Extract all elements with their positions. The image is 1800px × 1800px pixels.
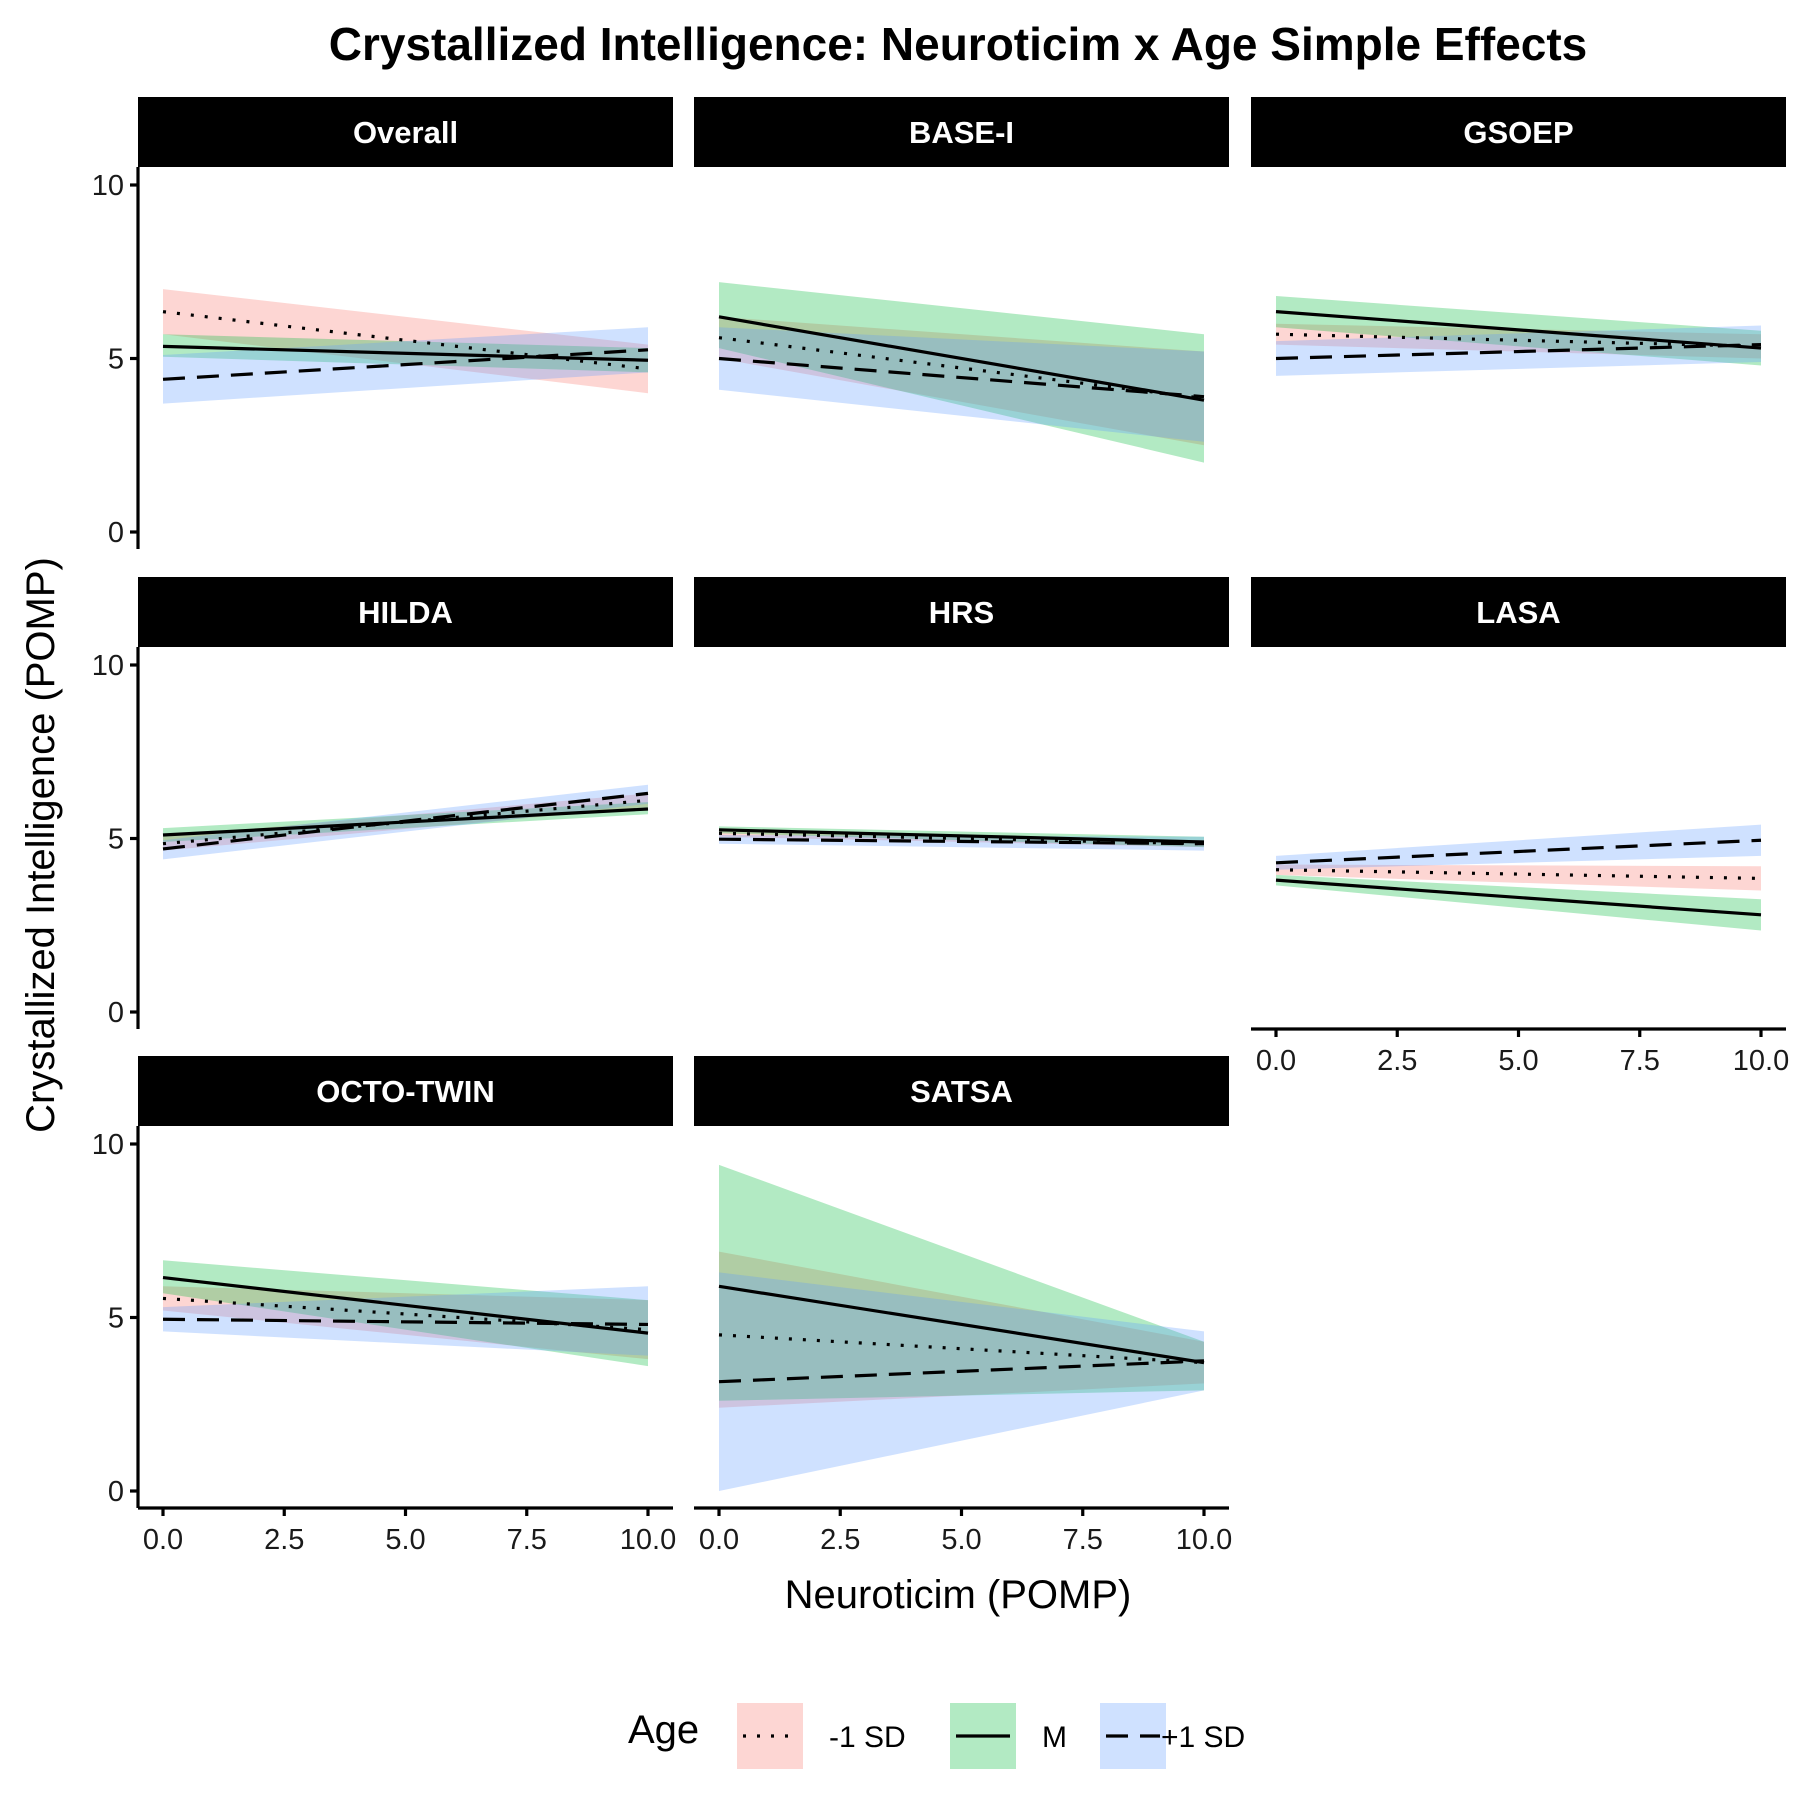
- strip-octo-twin: [138, 1056, 673, 1126]
- line-base-i--1-sd: [718, 336, 1205, 400]
- y-tick-label-overall: 5: [108, 344, 124, 376]
- legend-label-m: M: [1042, 1721, 1067, 1754]
- strip-label-hilda: HILDA: [358, 595, 453, 630]
- legend-title: Age: [628, 1708, 699, 1752]
- y-tick-label-overall: 0: [108, 517, 124, 549]
- legend-swatch--1-sd: [737, 1703, 803, 1769]
- line-satsa--1-sd: [718, 1359, 1205, 1384]
- strip-label-satsa: SATSA: [910, 1074, 1013, 1109]
- strip-hrs: [694, 577, 1229, 647]
- strip-hilda: [138, 577, 673, 647]
- ribbon-overall--1-sd: [163, 289, 648, 394]
- line-lasa--1-sd: [1275, 838, 1762, 865]
- ribbon-satsa--1-sd: [719, 1251, 1204, 1408]
- legend-key-m: M: [950, 1703, 1067, 1769]
- legend-key--1-sd: +1 SD: [1100, 1703, 1245, 1769]
- line-hilda--1-sd: [162, 791, 649, 851]
- ribbon-base-i-m: [719, 282, 1204, 463]
- strip-gsoep: [1251, 97, 1786, 167]
- ribbon-satsa--1-sd: [719, 1272, 1204, 1491]
- panel-gsoep: GSOEP: [1251, 97, 1786, 376]
- strip-base-i: [694, 97, 1229, 167]
- ribbon-octo-twin-m: [163, 1260, 648, 1367]
- x-tick-label-octo-twin: 10.0: [620, 1524, 676, 1556]
- strip-lasa: [1251, 577, 1786, 647]
- x-tick-label-lasa: 5.0: [1498, 1045, 1538, 1077]
- x-tick-label-lasa: 10.0: [1733, 1045, 1789, 1077]
- x-tick-label-satsa: 10.0: [1176, 1524, 1232, 1556]
- x-tick-label-lasa: 7.5: [1620, 1045, 1660, 1077]
- ribbon-lasa--1-sd: [1276, 864, 1761, 891]
- line-overall--1-sd: [162, 348, 649, 381]
- line-gsoep-m: [1275, 310, 1762, 350]
- line-satsa-m: [718, 1284, 1205, 1365]
- legend-label--1-sd: +1 SD: [1161, 1721, 1245, 1754]
- x-tick-label-lasa: 0.0: [1256, 1045, 1296, 1077]
- ribbon-gsoep--1-sd: [1276, 323, 1761, 359]
- legend-key--1-sd: -1 SD: [737, 1703, 906, 1769]
- line-base-i--1-sd: [718, 356, 1205, 399]
- y-tick-label-overall: 10: [92, 170, 124, 202]
- x-tick-label-satsa: 0.0: [699, 1524, 739, 1556]
- ribbon-base-i--1-sd: [719, 327, 1204, 442]
- y-tick-label-octo-twin: 5: [108, 1303, 124, 1335]
- y-tick-label-hilda: 5: [108, 824, 124, 856]
- ribbon-lasa--1-sd: [1276, 824, 1761, 870]
- legend: Age -1 SD M +1 SD: [628, 1703, 1245, 1769]
- line-octo-twin--1-sd: [162, 1317, 649, 1327]
- x-tick-label-octo-twin: 7.5: [507, 1524, 547, 1556]
- strip-label-octo-twin: OCTO-TWIN: [316, 1074, 495, 1109]
- x-tick-label-satsa: 2.5: [820, 1524, 860, 1556]
- strip-label-lasa: LASA: [1476, 595, 1560, 630]
- panel-overall: Overall 0 5 10: [92, 97, 673, 549]
- panel-satsa: SATSA 0.0 2.5 5.0 7.5 10.0: [694, 1056, 1232, 1556]
- x-tick-label-octo-twin: 2.5: [264, 1524, 304, 1556]
- x-tick-label-octo-twin: 0.0: [143, 1524, 183, 1556]
- line-lasa-m: [1275, 878, 1762, 917]
- line-hrs-m: [718, 828, 1205, 844]
- ribbon-base-i--1-sd: [719, 316, 1204, 446]
- y-tick-label-hilda: 0: [108, 997, 124, 1029]
- x-tick-label-satsa: 5.0: [941, 1524, 981, 1556]
- panel-base-i: BASE-I: [694, 97, 1229, 463]
- line-overall-m: [162, 344, 649, 362]
- strip-label-overall: Overall: [353, 115, 458, 150]
- x-tick-label-satsa: 7.5: [1063, 1524, 1103, 1556]
- line-base-i-m: [718, 315, 1205, 402]
- chart-title: Crystallized Intelligence: Neuroticim x …: [329, 18, 1588, 70]
- panel-lasa: LASA 0.0 2.5 5.0 7.5 10.0: [1251, 577, 1789, 1077]
- strip-label-base-i: BASE-I: [909, 115, 1014, 150]
- panel-hilda: HILDA 0 5 10: [92, 577, 673, 1029]
- facet-panels: Overall 0 5 10 BASE-I GSOEP HILDA 0 5 10 HRS LASA 0.…: [92, 97, 1789, 1556]
- x-tick-label-octo-twin: 5.0: [385, 1524, 425, 1556]
- y-axis-title: Crystallized Intelligence (POMP): [19, 557, 63, 1133]
- strip-label-gsoep: GSOEP: [1463, 115, 1573, 150]
- x-axis-title: Neuroticim (POMP): [785, 1573, 1132, 1617]
- ribbon-satsa-m: [719, 1164, 1204, 1401]
- line-gsoep--1-sd: [1275, 343, 1762, 361]
- x-tick-label-lasa: 2.5: [1377, 1045, 1417, 1077]
- panel-hrs: HRS: [694, 577, 1229, 851]
- strip-satsa: [694, 1056, 1229, 1126]
- strip-overall: [138, 97, 673, 167]
- line-octo-twin-m: [162, 1276, 649, 1335]
- y-tick-label-octo-twin: 10: [92, 1129, 124, 1161]
- strip-label-hrs: HRS: [929, 595, 994, 630]
- y-tick-label-hilda: 10: [92, 650, 124, 682]
- line-hrs--1-sd: [718, 837, 1205, 846]
- y-tick-label-octo-twin: 0: [108, 1476, 124, 1508]
- legend-label--1-sd: -1 SD: [829, 1721, 906, 1754]
- panel-octo-twin: OCTO-TWIN 0 5 10 0.0 2.5 5.0 7.5 10.0: [92, 1056, 676, 1556]
